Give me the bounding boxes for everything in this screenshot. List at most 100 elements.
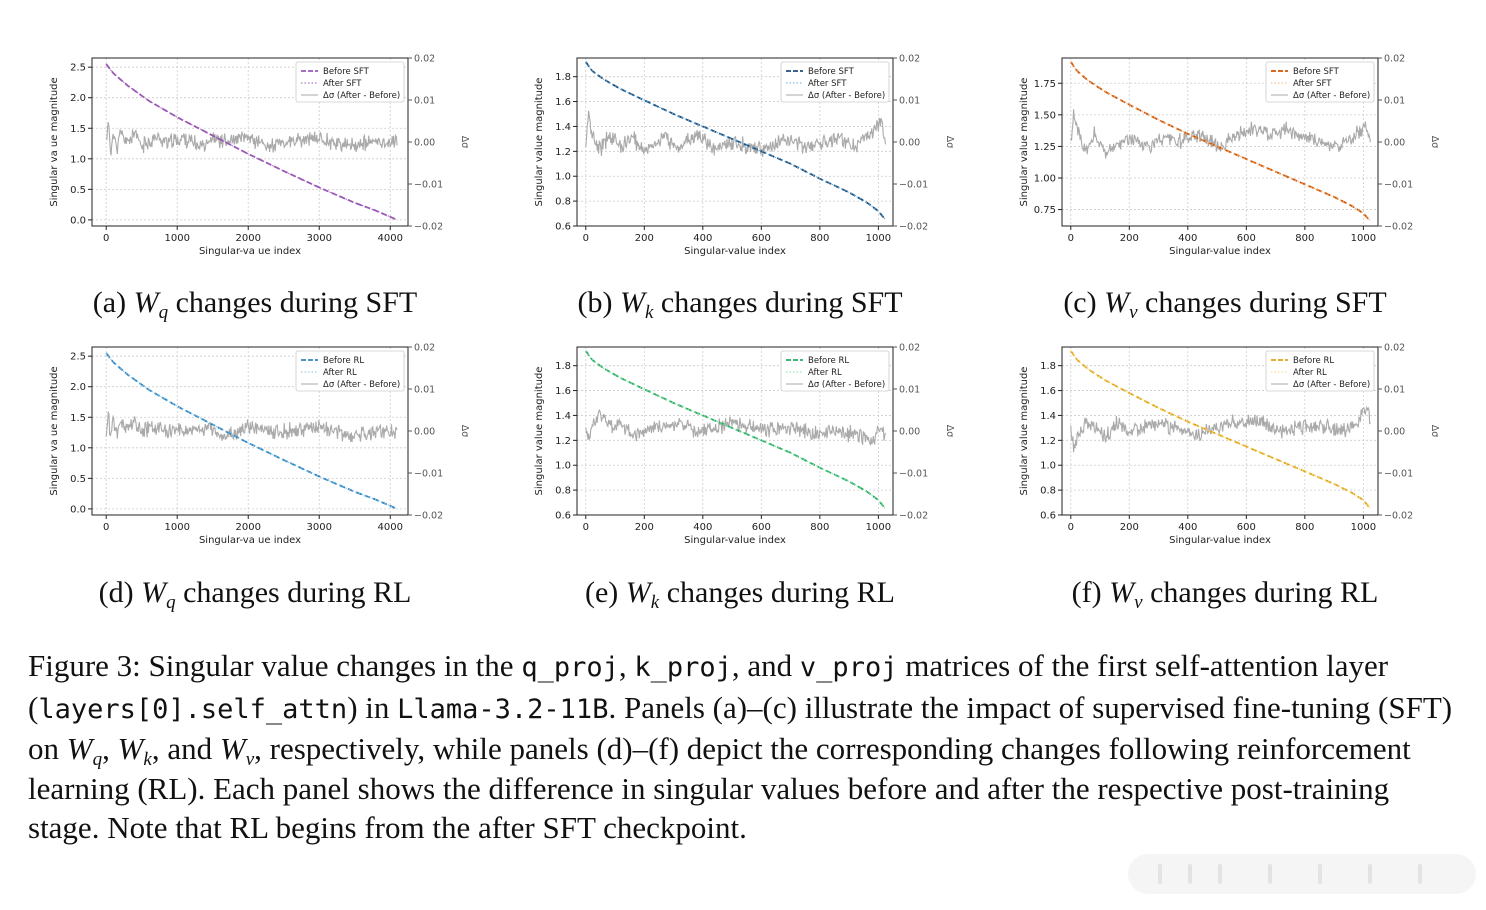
x-axis-label: Singular-value index <box>684 535 786 546</box>
legend-label: After SFT <box>808 79 847 89</box>
x-tick-label: 400 <box>1178 233 1197 244</box>
x-tick-label: 400 <box>693 233 712 244</box>
legend-box <box>295 350 405 392</box>
panel-d: 0 1000 2000 3000 4000 0.0 0.5 1.0 1.5 2.0 2.5 −0.02… <box>30 339 470 549</box>
y-right-tick-label: −0.02 <box>414 511 443 522</box>
legend-box <box>295 61 405 103</box>
x-tick-label: 1000 <box>866 522 891 533</box>
y-right-tick-label: 0.02 <box>1384 343 1405 354</box>
y-tick-label: 0.6 <box>555 511 571 522</box>
x-tick-label: 400 <box>1178 522 1197 533</box>
y-tick-label: 1.00 <box>1034 174 1056 185</box>
y-tick-label: 1.8 <box>555 72 571 83</box>
x-axis-label: Singular-value index <box>1169 246 1271 257</box>
y-tick-label: 1.4 <box>1040 411 1056 422</box>
y-axis-label: Singular va ue magnitude <box>49 77 60 206</box>
subcaption-b: (b) Wk changes during SFT <box>577 286 903 323</box>
y-tick-label: 1.8 <box>1040 361 1056 372</box>
y-right-tick-label: 0.00 <box>899 138 920 149</box>
y-right-tick-label: −0.01 <box>1384 180 1413 191</box>
legend-label: Before RL <box>1293 356 1334 366</box>
x-tick-label: 800 <box>810 522 829 533</box>
legend-label: After RL <box>323 368 357 378</box>
x-tick-label: 800 <box>1295 522 1314 533</box>
y-tick-label: 0.0 <box>70 504 86 515</box>
subcaption-c: (c) Wv changes during SFT <box>1063 286 1387 323</box>
y-right-tick-label: −0.01 <box>899 469 928 480</box>
series-line-after <box>105 352 398 510</box>
y-right-tick-label: −0.02 <box>1384 222 1413 233</box>
y-tick-label: 1.25 <box>1034 142 1056 153</box>
y-right-axis-label: Δσ <box>1429 136 1440 149</box>
legend-label: After SFT <box>323 79 362 89</box>
x-tick-label: 2000 <box>235 233 260 244</box>
x-tick-label: 3000 <box>307 233 332 244</box>
series-line-delta <box>1070 405 1371 453</box>
x-tick-label: 0 <box>1068 233 1074 244</box>
y-tick-label: 1.75 <box>1034 79 1056 90</box>
y-tick-label: 1.0 <box>70 443 86 454</box>
y-tick-label: 1.0 <box>1040 461 1056 472</box>
y-tick-label: 0.0 <box>70 215 86 226</box>
x-tick-label: 1000 <box>866 233 891 244</box>
x-tick-label: 600 <box>752 233 771 244</box>
y-right-tick-label: 0.02 <box>899 54 920 65</box>
y-tick-label: 1.6 <box>1040 386 1056 397</box>
panel-c: 0 200 400 600 800 1000 0.75 1.00 1.25 1.50 1.75 −0.… <box>1000 50 1440 260</box>
plot-area: 0 1000 2000 3000 4000 0.0 0.5 1.0 1.5 2.0 2.5 −0.02… <box>49 54 470 258</box>
legend-label: Δσ (After - Before) <box>1293 91 1370 101</box>
y-tick-label: 0.5 <box>70 185 86 196</box>
legend-box <box>1265 350 1375 392</box>
y-right-tick-label: 0.00 <box>899 427 920 438</box>
y-right-tick-label: 0.02 <box>899 343 920 354</box>
legend-box <box>1265 61 1375 103</box>
y-tick-label: 1.6 <box>555 386 571 397</box>
y-right-axis-label: Δσ <box>1429 425 1440 438</box>
series-line-after <box>585 61 886 221</box>
x-tick-label: 600 <box>752 522 771 533</box>
y-axis-label: Singular value magnitude <box>534 367 545 496</box>
y-tick-label: 1.0 <box>70 154 86 165</box>
x-tick-label: 0 <box>583 522 589 533</box>
x-axis-label: Singular-va ue index <box>199 246 301 257</box>
legend-label: Before RL <box>323 356 364 366</box>
y-right-tick-label: −0.01 <box>1384 469 1413 480</box>
y-tick-label: 1.0 <box>555 461 571 472</box>
legend-label: After RL <box>1293 368 1327 378</box>
x-tick-label: 1000 <box>1351 522 1376 533</box>
y-right-tick-label: −0.02 <box>414 222 443 233</box>
series-line-delta <box>105 122 398 156</box>
legend-label: Before RL <box>808 356 849 366</box>
y-right-tick-label: 0.00 <box>414 138 435 149</box>
y-tick-label: 1.2 <box>1040 436 1056 447</box>
y-right-tick-label: 0.01 <box>899 385 920 396</box>
y-right-axis-label: Δσ <box>944 425 955 438</box>
x-tick-label: 800 <box>1295 233 1314 244</box>
series-line-after <box>105 63 398 221</box>
x-tick-label: 200 <box>1120 522 1139 533</box>
x-tick-label: 4000 <box>378 233 403 244</box>
y-tick-label: 1.4 <box>555 122 571 133</box>
y-tick-label: 0.8 <box>555 486 571 497</box>
y-axis-label: Singular value magnitude <box>1019 78 1030 207</box>
panel-f: 0 200 400 600 800 1000 0.6 0.8 1.0 1.2 1.4 1.6 1.8 −0… <box>1000 339 1440 549</box>
x-tick-label: 400 <box>693 522 712 533</box>
x-tick-label: 1000 <box>1351 233 1376 244</box>
series-line-after <box>585 350 886 510</box>
y-tick-label: 1.50 <box>1034 110 1056 121</box>
series-line-delta <box>1070 109 1371 159</box>
y-tick-label: 1.6 <box>555 97 571 108</box>
y-axis-label: Singular value magnitude <box>1019 367 1030 496</box>
legend-label: Δσ (After - Before) <box>1293 380 1370 390</box>
y-tick-label: 2.5 <box>70 352 86 363</box>
panel-a: 0 1000 2000 3000 4000 0.0 0.5 1.0 1.5 2.0 2.5 −0.02… <box>30 50 470 260</box>
x-tick-label: 200 <box>1120 233 1139 244</box>
y-tick-label: 0.8 <box>1040 486 1056 497</box>
series-line-delta <box>585 408 886 446</box>
y-right-axis-label: Δσ <box>944 136 955 149</box>
x-axis-label: Singular-value index <box>1169 535 1271 546</box>
x-tick-label: 4000 <box>378 522 403 533</box>
series-line-delta <box>105 411 398 443</box>
panel-e: 0 200 400 600 800 1000 0.6 0.8 1.0 1.2 1.4 1.6 1.8 −0… <box>515 339 955 549</box>
chart-b: 0 200 400 600 800 1000 0.6 0.8 1.0 1.2 1.4 1.6 1.8 −0… <box>534 54 955 258</box>
